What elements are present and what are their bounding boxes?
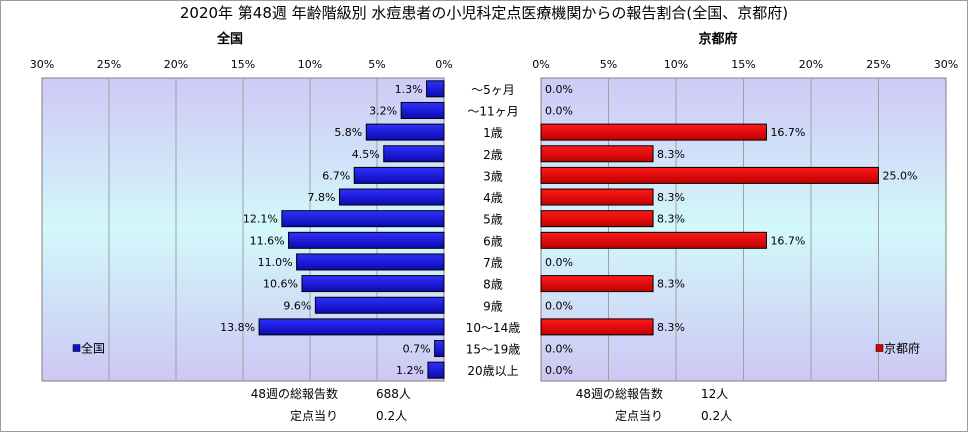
data-label: 6.7% bbox=[322, 169, 350, 182]
tick-label: 0% bbox=[532, 58, 549, 71]
data-label: 8.3% bbox=[657, 148, 685, 161]
data-label: 8.3% bbox=[657, 278, 685, 291]
bar bbox=[353, 166, 445, 184]
bar bbox=[301, 275, 445, 293]
legend-swatch bbox=[875, 344, 884, 352]
data-label: 5.8% bbox=[334, 126, 362, 139]
panel-title: 全国 bbox=[216, 31, 243, 47]
footer-value: 0.2人 bbox=[701, 409, 732, 423]
data-label: 8.3% bbox=[657, 191, 685, 204]
bar bbox=[365, 123, 445, 141]
data-label: 0.0% bbox=[545, 299, 573, 312]
tick-label: 25% bbox=[97, 58, 121, 71]
tick-label: 20% bbox=[164, 58, 188, 71]
category-label: 4歳 bbox=[483, 191, 503, 205]
data-label: 0.0% bbox=[545, 343, 573, 356]
tick-label: 5% bbox=[600, 58, 617, 71]
footer-value: 688人 bbox=[376, 387, 411, 401]
bar bbox=[540, 210, 654, 228]
category-label: 15～19歳 bbox=[466, 343, 521, 357]
footer-value: 12人 bbox=[701, 387, 728, 401]
bar bbox=[427, 361, 445, 379]
category-label: 1歳 bbox=[483, 126, 503, 140]
tick-label: 0% bbox=[435, 58, 452, 71]
category-label: 10～14歳 bbox=[466, 321, 521, 335]
category-label: 6歳 bbox=[483, 234, 503, 248]
tick-label: 15% bbox=[231, 58, 255, 71]
category-label: 9歳 bbox=[483, 299, 503, 313]
data-label: 11.6% bbox=[250, 234, 285, 247]
footer-label: 48週の総報告数 bbox=[251, 386, 338, 401]
data-label: 7.8% bbox=[308, 191, 336, 204]
bar bbox=[383, 145, 445, 163]
data-label: 16.7% bbox=[770, 126, 805, 139]
data-label: 0.7% bbox=[403, 343, 431, 356]
panel-title: 京都府 bbox=[698, 31, 737, 47]
data-label: 10.6% bbox=[263, 278, 298, 291]
bar bbox=[540, 275, 654, 293]
data-label: 13.8% bbox=[220, 321, 255, 334]
tick-label: 5% bbox=[368, 58, 385, 71]
category-label: 20歳以上 bbox=[467, 364, 518, 378]
data-label: 16.7% bbox=[770, 234, 805, 247]
bar bbox=[314, 296, 445, 314]
footer-label: 定点当り bbox=[290, 408, 338, 423]
data-label: 8.3% bbox=[657, 213, 685, 226]
data-label: 12.1% bbox=[243, 213, 278, 226]
bar bbox=[540, 145, 654, 163]
footer-label: 定点当り bbox=[615, 408, 663, 423]
data-label: 11.0% bbox=[258, 256, 293, 269]
legend-label: 全国 bbox=[81, 341, 105, 356]
bar bbox=[400, 101, 445, 119]
bar bbox=[281, 210, 445, 228]
tick-label: 25% bbox=[866, 58, 890, 71]
category-label: 2歳 bbox=[483, 148, 503, 162]
legend-label: 京都府 bbox=[884, 341, 920, 356]
bar bbox=[540, 188, 654, 206]
data-label: 0.0% bbox=[545, 256, 573, 269]
tick-label: 30% bbox=[934, 58, 958, 71]
category-label: 8歳 bbox=[483, 278, 503, 292]
tick-label: 10% bbox=[664, 58, 688, 71]
data-label: 0.0% bbox=[545, 104, 573, 117]
data-label: 8.3% bbox=[657, 321, 685, 334]
bar bbox=[540, 231, 767, 249]
bar bbox=[338, 188, 445, 206]
chart-title: 2020年 第48週 年齢階級別 水痘患者の小児科定点医療機関からの報告割合(全… bbox=[179, 4, 789, 22]
data-label: 0.0% bbox=[545, 83, 573, 96]
data-label: 0.0% bbox=[545, 364, 573, 377]
bar bbox=[296, 253, 445, 271]
tick-label: 20% bbox=[799, 58, 823, 71]
bar bbox=[540, 318, 654, 336]
tick-label: 30% bbox=[30, 58, 54, 71]
data-label: 1.2% bbox=[396, 364, 424, 377]
data-label: 1.3% bbox=[395, 83, 423, 96]
data-label: 4.5% bbox=[352, 148, 380, 161]
category-label: 7歳 bbox=[483, 256, 503, 270]
data-label: 25.0% bbox=[883, 169, 918, 182]
bar bbox=[288, 231, 445, 249]
category-label: ～5ヶ月 bbox=[471, 83, 515, 97]
tick-label: 15% bbox=[731, 58, 755, 71]
tick-label: 10% bbox=[298, 58, 322, 71]
bar bbox=[258, 318, 445, 336]
category-label: 3歳 bbox=[483, 169, 503, 183]
bar bbox=[426, 80, 445, 98]
bar bbox=[434, 340, 445, 358]
footer-value: 0.2人 bbox=[376, 409, 407, 423]
category-label: ～11ヶ月 bbox=[467, 104, 518, 118]
data-label: 9.6% bbox=[283, 299, 311, 312]
bar bbox=[540, 166, 879, 184]
category-label: 5歳 bbox=[483, 213, 503, 227]
data-label: 3.2% bbox=[369, 104, 397, 117]
bar bbox=[540, 123, 767, 141]
legend-swatch bbox=[72, 344, 81, 352]
footer-label: 48週の総報告数 bbox=[576, 386, 663, 401]
